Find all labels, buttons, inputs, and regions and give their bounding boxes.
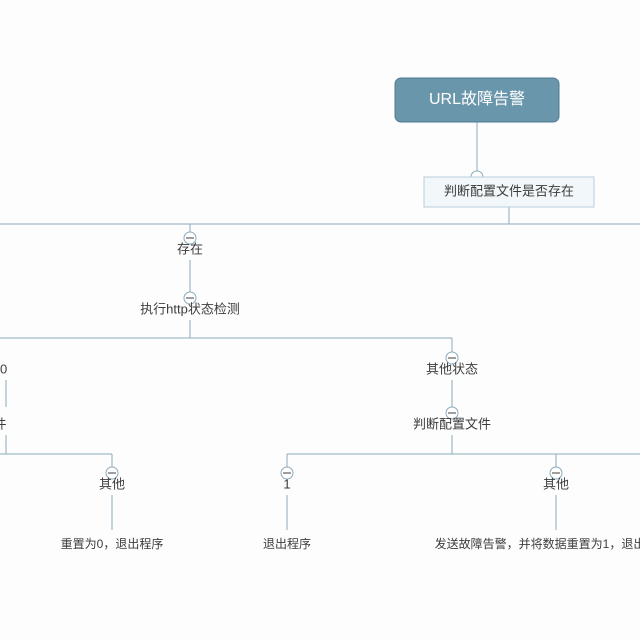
- node-status-00: 00: [0, 361, 7, 376]
- node-status-other: 其他状态: [426, 361, 478, 376]
- flowchart-canvas: URL故障告警判断配置文件是否存在存在执行http状态检测 00 其他状态件 判断配置…: [0, 0, 640, 640]
- node-other-1: 其他: [99, 476, 125, 491]
- leaf-alarm: 发送故障告警，并将数据重置为1，退出: [435, 536, 640, 551]
- node-http: 执行http状态检测: [140, 301, 240, 316]
- leaf-exit: 退出程序: [263, 536, 311, 551]
- node-other-2: 其他: [543, 476, 569, 491]
- edge: [0, 320, 452, 352]
- leaf-reset0: 重置为0，退出程序: [61, 536, 164, 551]
- node-cfg-right: 判断配置文件: [413, 416, 491, 431]
- node-exist: 存在: [177, 241, 203, 256]
- edge: [287, 435, 640, 467]
- node-cfg-left: 件: [0, 416, 7, 431]
- node-one: 1: [283, 476, 290, 491]
- sub-label: 判断配置文件是否存在: [444, 183, 574, 198]
- edge: [0, 207, 640, 232]
- edge: [0, 435, 112, 467]
- root-label: URL故障告警: [429, 90, 525, 108]
